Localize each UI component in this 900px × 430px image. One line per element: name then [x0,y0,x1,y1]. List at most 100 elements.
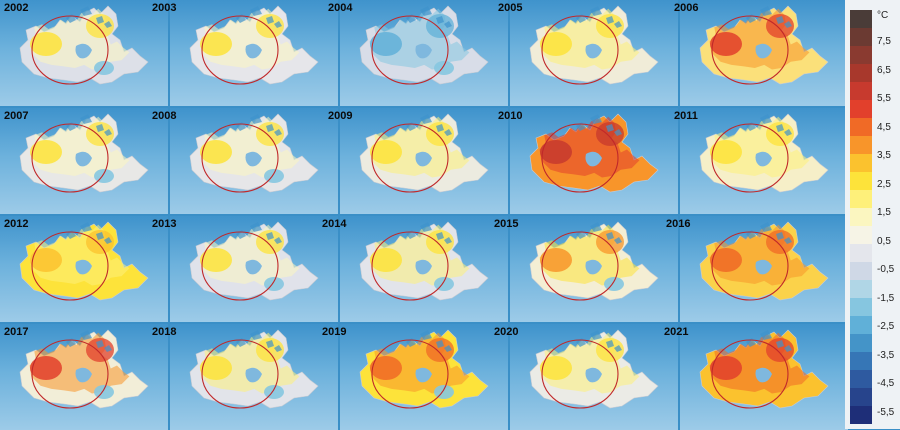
legend-swatch [850,226,872,244]
legend-label: 2,5 [877,178,891,190]
year-panel [170,324,338,430]
year-panel [170,0,338,106]
year-label: 2018 [152,326,177,338]
year-label: 2009 [328,110,353,122]
legend-unit: °C [877,10,889,21]
legend-swatch [850,100,872,118]
year-label: 2011 [674,110,698,122]
year-label: 2017 [4,326,29,338]
canada-map [359,329,489,409]
year-label: 2006 [674,2,699,14]
canada-map [19,329,149,409]
canada-map [529,5,659,85]
canada-map [359,5,489,85]
legend-swatch [850,262,872,280]
legend-label: 1,5 [877,207,891,218]
canada-map [529,329,659,409]
year-label: 2007 [4,110,29,122]
canada-map [189,5,319,85]
legend-swatch [850,172,872,190]
year-label: 2012 [4,218,29,230]
year-label: 2016 [666,218,691,230]
legend-swatch [850,190,872,208]
year-label: 2003 [152,2,177,14]
year-panel [340,216,508,322]
legend-label: -4,5 [877,378,895,389]
legend-label: -0,5 [877,264,895,275]
year-label: 2021 [664,326,689,338]
legend-swatch [850,118,872,136]
canada-map [359,113,489,193]
legend-swatch [850,334,872,352]
year-label: 2019 [322,326,347,338]
legend-swatch [850,10,872,28]
legend-swatch [850,46,872,64]
legend-swatch [850,388,872,406]
legend-label: -3,5 [877,349,895,361]
legend-swatch [850,28,872,46]
legend-swatch [850,136,872,154]
canada-map [529,113,659,193]
legend-swatch [850,82,872,100]
year-label: 2020 [494,326,519,338]
year-panel [510,324,678,430]
legend-label: 3,5 [877,150,891,161]
year-panel [0,324,168,430]
legend-label: 6,5 [877,64,891,76]
legend-swatch [850,154,872,172]
legend-swatch [850,316,872,334]
canada-map [699,329,829,409]
canada-map [189,329,319,409]
year-panel [680,324,848,430]
year-label: 2004 [328,2,353,14]
climate-map-grid: 2002 2003 2004 2005 2006 2007 2008 2009 2010 2011… [0,0,848,430]
year-label: 2002 [4,2,29,14]
year-label: 2015 [494,218,519,230]
year-panel [510,108,678,214]
legend-label: -2,5 [877,321,895,332]
year-panel [510,0,678,106]
legend-label: 7,5 [877,36,891,47]
legend-swatch [850,244,872,262]
year-panel [0,108,168,214]
year-label: 2013 [152,218,177,230]
legend-label: 4,5 [877,121,891,133]
legend-swatch [850,298,872,316]
legend-swatch [850,280,872,298]
temperature-legend: °C 7,5 6,5 5,5 4,5 3,5 2,5 1,5 0,5 -0,5 -1,5 -2,5 -… [845,0,900,429]
year-panel [680,108,848,214]
legend-label: 5,5 [877,93,891,104]
year-panel [0,216,168,322]
legend-swatch [850,64,872,82]
legend-swatch [850,208,872,226]
legend-swatch [850,352,872,370]
canada-map [699,221,829,301]
canada-map [19,113,149,193]
legend-swatch [850,370,872,388]
year-label: 2008 [152,110,177,122]
year-label: 2005 [498,2,523,14]
year-panel [170,108,338,214]
canada-map [189,221,319,301]
legend-label: -1,5 [877,292,895,304]
year-label: 2014 [322,218,347,230]
legend-label: -5,5 [877,406,895,418]
legend-swatch [850,406,872,424]
canada-map [699,5,829,85]
canada-map [19,5,149,85]
canada-map [529,221,659,301]
year-panel [680,0,848,106]
year-panel [340,324,508,430]
legend-label: 0,5 [877,235,891,247]
year-panel [340,0,508,106]
year-label: 2010 [498,110,523,122]
canada-map [19,221,149,301]
canada-map [359,221,489,301]
canada-map [189,113,319,193]
year-panel [510,216,678,322]
year-panel [680,216,848,322]
year-panel [0,0,168,106]
year-panel [340,108,508,214]
canada-map [699,113,829,193]
year-panel [170,216,338,322]
